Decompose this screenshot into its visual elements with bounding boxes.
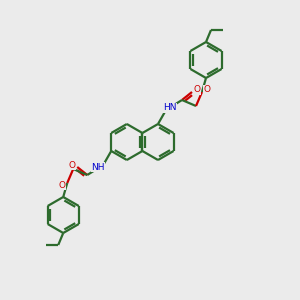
Text: NH: NH (92, 163, 105, 172)
Text: O: O (59, 181, 66, 190)
Text: O: O (69, 160, 76, 169)
Text: O: O (194, 85, 200, 94)
Text: HN: HN (163, 103, 177, 112)
Text: O: O (203, 85, 211, 94)
